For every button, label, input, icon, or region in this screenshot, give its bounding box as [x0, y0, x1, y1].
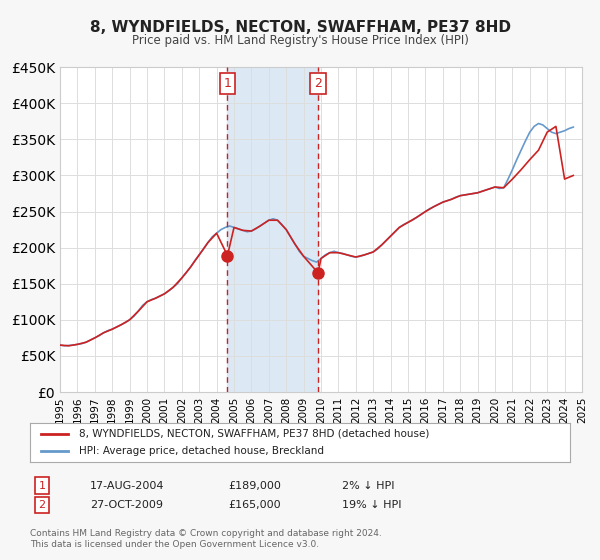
- Text: 27-OCT-2009: 27-OCT-2009: [90, 500, 163, 510]
- Text: 2% ↓ HPI: 2% ↓ HPI: [342, 480, 395, 491]
- Text: 1: 1: [38, 480, 46, 491]
- Text: HPI: Average price, detached house, Breckland: HPI: Average price, detached house, Brec…: [79, 446, 323, 456]
- Text: 19% ↓ HPI: 19% ↓ HPI: [342, 500, 401, 510]
- Bar: [227, 67, 318, 392]
- Text: Price paid vs. HM Land Registry's House Price Index (HPI): Price paid vs. HM Land Registry's House …: [131, 34, 469, 46]
- Text: 2: 2: [38, 500, 46, 510]
- Text: 17-AUG-2004: 17-AUG-2004: [90, 480, 164, 491]
- Text: Contains HM Land Registry data © Crown copyright and database right 2024.
This d: Contains HM Land Registry data © Crown c…: [30, 529, 382, 549]
- Text: 8, WYNDFIELDS, NECTON, SWAFFHAM, PE37 8HD: 8, WYNDFIELDS, NECTON, SWAFFHAM, PE37 8H…: [89, 20, 511, 35]
- Text: 8, WYNDFIELDS, NECTON, SWAFFHAM, PE37 8HD (detached house): 8, WYNDFIELDS, NECTON, SWAFFHAM, PE37 8H…: [79, 429, 429, 439]
- Text: 1: 1: [224, 77, 232, 90]
- Text: £165,000: £165,000: [228, 500, 281, 510]
- Text: £189,000: £189,000: [228, 480, 281, 491]
- Text: 2: 2: [314, 77, 322, 90]
